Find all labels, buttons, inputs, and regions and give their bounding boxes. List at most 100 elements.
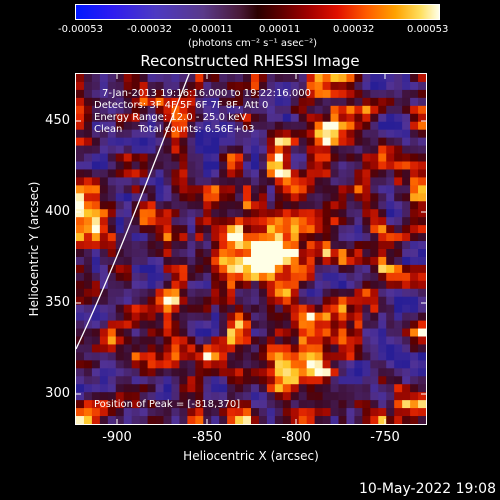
heatmap-cell	[123, 280, 133, 290]
heatmap-cell	[330, 376, 340, 385]
heatmap-cell	[107, 368, 117, 377]
heatmap-cell	[83, 376, 93, 385]
heatmap-cell	[243, 241, 252, 250]
heatmap-cell	[91, 336, 101, 346]
heatmap-cell	[338, 296, 348, 306]
heatmap-cell	[402, 280, 411, 290]
heatmap-cell	[211, 288, 220, 298]
heatmap-cell	[306, 169, 316, 179]
heatmap-cell	[322, 272, 332, 282]
heatmap-cell	[370, 304, 379, 314]
heatmap-cell	[123, 129, 133, 139]
heatmap-cell	[394, 137, 403, 147]
heatmap-cell	[258, 368, 268, 377]
heatmap-cell	[219, 384, 228, 393]
heatmap-cell	[99, 272, 109, 282]
heatmap-cell	[330, 304, 340, 314]
heatmap-cell	[346, 137, 356, 147]
heatmap-cell	[219, 376, 228, 385]
heatmap-cell	[410, 225, 419, 234]
heatmap-cell	[91, 81, 101, 91]
heatmap-cell	[306, 233, 316, 242]
heatmap-cell	[139, 296, 149, 306]
heatmap-cell	[99, 336, 109, 346]
heatmap-cell	[418, 344, 426, 354]
heatmap-cell	[338, 137, 348, 147]
heatmap-cell	[107, 416, 117, 424]
heatmap-cell	[131, 408, 141, 417]
heatmap-cell	[410, 328, 419, 338]
heatmap-cell	[338, 256, 348, 266]
heatmap-cell	[362, 272, 371, 282]
heatmap-cell	[306, 352, 316, 361]
heatmap-cell	[362, 384, 371, 393]
heatmap-cell	[330, 201, 340, 210]
heatmap-cell	[163, 352, 173, 361]
heatmap-cell	[147, 384, 157, 393]
heatmap-cell	[147, 185, 157, 194]
heatmap-cell	[410, 81, 419, 91]
heatmap-cell	[83, 97, 93, 107]
heatmap-cell	[330, 209, 340, 218]
heatmap-cell	[187, 153, 196, 163]
heatmap-cell	[418, 256, 426, 266]
heatmap-cell	[235, 177, 244, 186]
heatmap-cell	[219, 137, 228, 147]
heatmap-cell	[266, 74, 276, 83]
heatmap-cell	[195, 360, 204, 369]
heatmap-cell	[410, 344, 419, 354]
heatmap-cell	[330, 384, 340, 393]
heatmap-cell	[338, 113, 348, 123]
heatmap-cell	[115, 137, 125, 147]
heatmap-cell	[99, 81, 109, 91]
heatmap-cell	[179, 201, 188, 210]
heatmap-cell	[258, 169, 268, 179]
heatmap-cell	[195, 177, 204, 186]
heatmap-cell	[163, 129, 173, 139]
heatmap-cell	[179, 97, 188, 107]
heatmap-cell	[338, 392, 348, 401]
heatmap-cell	[378, 129, 387, 139]
heatmap-cell	[298, 161, 308, 171]
heatmap-cell	[115, 113, 125, 123]
heatmap-cell	[195, 272, 204, 282]
heatmap-cell	[147, 129, 157, 139]
heatmap-cell	[179, 336, 188, 346]
heatmap-cell	[378, 400, 387, 409]
heatmap-cell	[163, 233, 173, 242]
heatmap-cell	[163, 89, 173, 99]
heatmap-cell	[155, 81, 165, 91]
heatmap-cell	[346, 161, 356, 171]
heatmap-cell	[243, 352, 252, 361]
heatmap-cell	[330, 233, 340, 242]
heatmap-cell	[115, 193, 125, 202]
heatmap-cell	[330, 312, 340, 322]
heatmap-cell	[187, 193, 196, 202]
heatmap-cell	[131, 89, 141, 99]
heatmap-cell	[386, 129, 395, 139]
heatmap-cell	[306, 145, 316, 155]
heatmap-cell	[418, 352, 426, 361]
heatmap-cell	[346, 225, 356, 234]
heatmap-cell	[394, 368, 403, 377]
heatmap-cell	[282, 225, 292, 234]
heatmap-cell	[274, 249, 284, 258]
heatmap-cell	[91, 352, 101, 361]
heatmap-cell	[338, 89, 348, 99]
heatmap-cell	[219, 296, 228, 306]
heatmap-cell	[402, 312, 411, 322]
heatmap-cell	[83, 416, 93, 424]
heatmap-cell	[227, 304, 236, 314]
heatmap-cell	[107, 113, 117, 123]
heatmap-cell	[314, 74, 324, 83]
heatmap-cell	[123, 264, 133, 274]
heatmap-cell	[258, 336, 268, 346]
heatmap-cell	[235, 89, 244, 99]
heatmap-cell	[227, 368, 236, 377]
heatmap-cell	[107, 272, 117, 282]
heatmap-cell	[179, 129, 188, 139]
heatmap-cell	[410, 408, 419, 417]
heatmap-cell	[402, 288, 411, 298]
heatmap-cell	[219, 145, 228, 155]
heatmap-cell	[187, 352, 196, 361]
